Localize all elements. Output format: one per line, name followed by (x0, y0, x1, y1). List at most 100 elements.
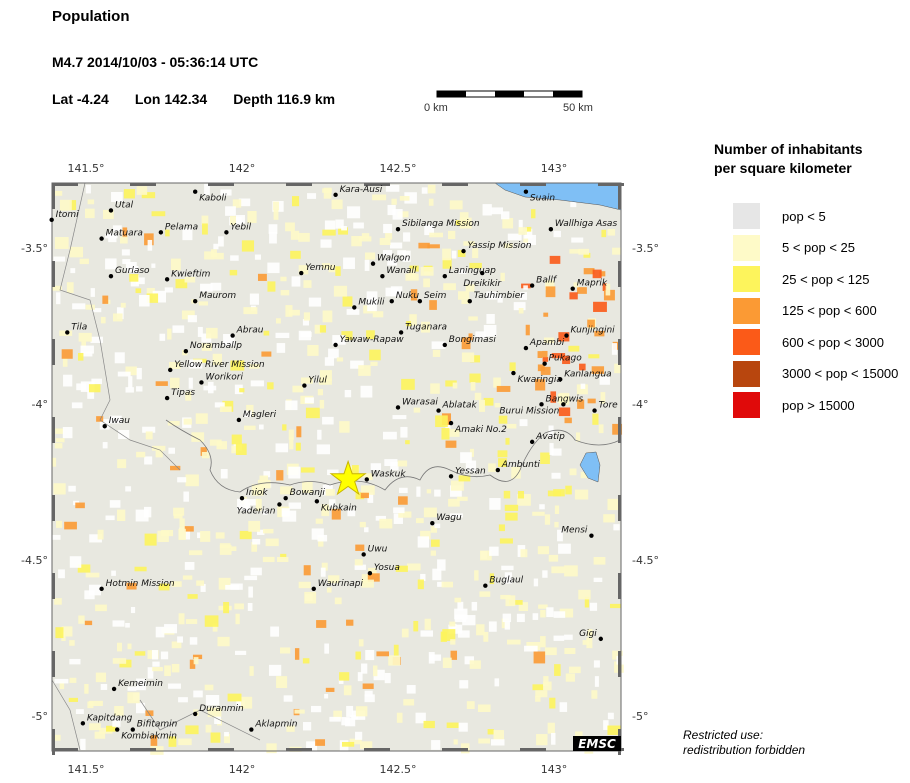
lat-tick-label: -5° (32, 710, 48, 723)
city-label: Ballf (536, 276, 558, 286)
lon-tick-label: 141.5° (68, 763, 105, 776)
usage-note: Restricted use: redistribution forbidden (683, 728, 805, 758)
city-marker: Yellow River Mission (168, 360, 265, 373)
city-marker: Kubkain (314, 499, 357, 513)
city-label: Hotmin Mission (106, 579, 175, 589)
city-label: Waurinapi (318, 579, 364, 589)
city-label: Duranmin (199, 704, 244, 714)
city-dot-icon (511, 370, 516, 376)
city-label: Yebil (230, 222, 251, 232)
city-dot-icon (370, 261, 376, 266)
city-dot-icon (395, 405, 401, 410)
city-label: Seim (424, 291, 447, 301)
city-dot-icon (592, 408, 597, 413)
city-marker: Matuara (99, 229, 143, 241)
city-dot-icon (164, 395, 170, 401)
city-dot-icon (199, 380, 204, 385)
city-dot-icon (236, 417, 242, 423)
city-marker: Waurinapi (311, 579, 364, 592)
city-label: Aklapmin (254, 720, 297, 730)
city-dot-icon (529, 283, 535, 288)
city-dot-icon (299, 270, 304, 276)
city-marker: Maprik (570, 279, 608, 291)
city-dot-icon (314, 499, 320, 504)
map-frame-ticks (52, 183, 624, 755)
population-map[interactable]: Kaboli Kara-Ausi Suain Itomi Utal Pelama Yebil… (0, 150, 660, 783)
city-dot-icon (448, 420, 454, 426)
city-label: Tore (599, 401, 619, 411)
city-label: Wagu (436, 513, 462, 523)
city-dot-icon (108, 208, 114, 213)
lat-tick-label: -5° (632, 710, 648, 723)
city-dot-icon (430, 520, 435, 526)
city-dot-icon (448, 474, 454, 479)
city-marker: Mensi (561, 526, 594, 538)
city-dot-icon (364, 477, 369, 482)
city-marker: Pelama (158, 222, 198, 235)
city-marker: Wallhiga Asas (548, 219, 617, 232)
city-label: Iwau (109, 416, 131, 426)
population-density-layer (52, 183, 626, 755)
city-marker: Kwaringia (511, 370, 562, 385)
city-marker: Yebil (224, 222, 252, 235)
city-marker: Worikori (199, 372, 243, 385)
city-label: Utal (115, 200, 134, 210)
city-dot-icon (224, 230, 229, 235)
city-label: Kwieftim (171, 269, 210, 279)
city-label: Kubkain (321, 503, 357, 513)
city-marker: Yessan (448, 466, 486, 479)
city-label: Kanlangua (564, 369, 611, 379)
city-dot-icon (277, 502, 282, 507)
legend-swatch (733, 203, 760, 229)
lat-tick-label: -4° (632, 398, 648, 411)
city-marker: Yemnu (299, 263, 336, 276)
city-label: Kombiakmin (121, 732, 177, 742)
city-label: Yemnu (305, 263, 336, 273)
city-label: Apambi (529, 338, 565, 348)
city-marker: Kanlangua (558, 369, 612, 382)
city-marker: Maurom (193, 291, 236, 304)
city-dot-icon (495, 467, 501, 473)
city-marker: Ballf (529, 276, 558, 288)
city-dot-icon (108, 273, 114, 279)
city-marker: Seim (417, 291, 447, 304)
city-label: Kara-Ausi (340, 185, 383, 195)
city-label: Ablatak (442, 401, 478, 411)
city-label: Avatip (535, 432, 565, 442)
city-dot-icon (239, 495, 245, 501)
city-label: Yellow River Mission (174, 360, 265, 370)
city-label: Tipas (171, 388, 195, 398)
scale-bar (436, 90, 583, 98)
city-marker: Gigi (579, 629, 603, 642)
legend-label: pop < 5 (782, 208, 826, 224)
city-marker: Wanall (380, 266, 417, 279)
city-marker: Bifitamin (130, 720, 178, 732)
city-dot-icon (523, 345, 529, 351)
city-marker: Noramballp (183, 341, 242, 354)
city-marker: Magleri (236, 410, 277, 423)
city-marker: Tila (65, 322, 87, 335)
city-dot-icon (483, 583, 488, 588)
city-label: Yilul (308, 376, 327, 386)
city-dot-icon (164, 277, 170, 282)
cities-layer: Kaboli Kara-Ausi Suain Itomi Utal Pelama Yebil… (49, 185, 618, 742)
city-marker: Dreikikir (463, 270, 502, 289)
city-label: Maurom (199, 291, 236, 301)
city-dot-icon (333, 342, 338, 348)
city-label: Gurlaso (115, 266, 150, 276)
city-dot-icon (333, 192, 338, 198)
city-dot-icon (283, 495, 288, 501)
lon-tick-label: 143° (541, 162, 568, 175)
city-dot-icon (548, 227, 554, 232)
city-marker: Avatip (529, 432, 565, 445)
city-label: Mukili (358, 297, 385, 307)
city-dot-icon (249, 727, 254, 732)
city-label: Abrau (236, 326, 264, 336)
city-dot-icon (467, 298, 472, 304)
city-marker: Kwieftim (164, 269, 211, 282)
epicenter-star-icon[interactable] (329, 459, 367, 496)
lake (579, 451, 601, 483)
city-dot-icon (542, 361, 547, 366)
city-label: Iniok (246, 488, 268, 498)
city-dot-icon (436, 408, 441, 413)
